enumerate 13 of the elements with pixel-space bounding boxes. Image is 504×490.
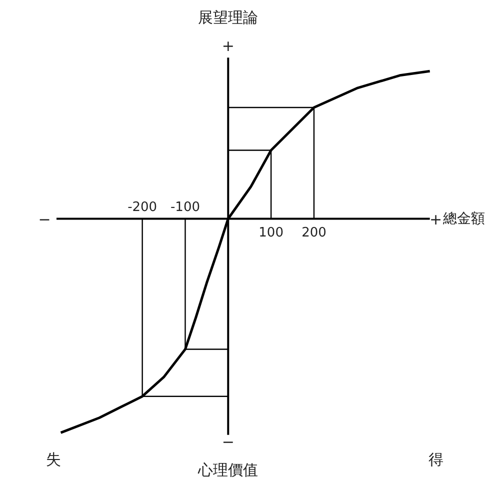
x-tick-label: 100 — [258, 226, 284, 241]
x-tick-label: 200 — [302, 226, 326, 241]
text: 失 — [46, 450, 62, 468]
text: 心理價值 — [197, 461, 258, 480]
annotation: -100 — [170, 200, 200, 215]
text: + — [222, 36, 234, 55]
annotation: + — [430, 210, 442, 228]
x-axis-title: 總金額 — [442, 210, 485, 227]
chart-title: 展望理論 — [198, 8, 258, 27]
text: − — [38, 210, 51, 228]
text: − — [222, 432, 234, 451]
annotation: -200 — [128, 200, 158, 215]
text: 得 — [428, 450, 444, 468]
